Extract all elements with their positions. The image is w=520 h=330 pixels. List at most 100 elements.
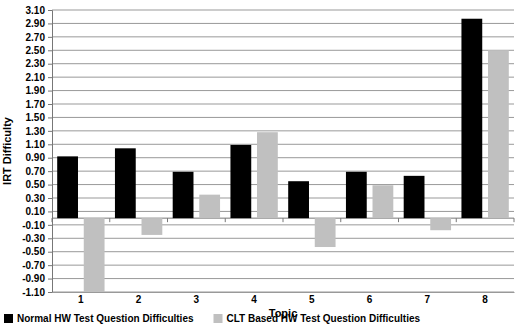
- y-tick-label: 1.90: [26, 85, 46, 96]
- y-tick-mark: [48, 131, 52, 132]
- y-tick: 2.10: [26, 72, 52, 83]
- grid: [52, 10, 514, 292]
- y-tick: 2.70: [26, 32, 52, 43]
- y-tick: 0.10: [26, 206, 52, 217]
- y-tick: 1.10: [26, 139, 52, 150]
- x-tick: 4: [251, 292, 257, 305]
- bar: [346, 172, 367, 218]
- bar: [57, 156, 78, 218]
- bar: [461, 19, 482, 218]
- y-tick-mark: [48, 171, 52, 172]
- y-tick: -1.10: [22, 287, 52, 298]
- y-tick: -0.30: [22, 233, 52, 244]
- y-tick: 0.70: [26, 166, 52, 177]
- x-tick: 6: [367, 292, 373, 305]
- bar: [488, 50, 509, 218]
- bar: [257, 132, 278, 218]
- bar: [115, 148, 136, 218]
- category-separator: [283, 218, 284, 222]
- bar: [315, 218, 336, 247]
- grid-line: [52, 63, 514, 64]
- y-tick-label: -0.50: [22, 246, 45, 257]
- y-tick: -0.90: [22, 273, 52, 284]
- x-tick-label: 8: [482, 294, 488, 305]
- grid-line: [52, 278, 514, 279]
- bar: [199, 195, 220, 219]
- bar: [373, 185, 394, 218]
- y-axis: -1.10-0.90-0.70-0.50-0.30-0.100.100.300.…: [22, 5, 52, 298]
- x-tick-label: 5: [309, 294, 315, 305]
- y-tick: 1.90: [26, 85, 52, 96]
- y-tick-label: 0.10: [26, 206, 46, 217]
- x-tick: 1: [78, 292, 84, 305]
- y-tick-mark: [48, 144, 52, 145]
- y-axis-line: [48, 11, 53, 293]
- grid-line: [52, 292, 514, 293]
- legend-label: Normal HW Test Question Difficulties: [17, 313, 194, 324]
- x-tick-label: 2: [136, 294, 142, 305]
- grid-line: [52, 23, 514, 24]
- y-tick-mark: [48, 64, 52, 65]
- y-tick: -0.70: [22, 260, 52, 271]
- y-tick-mark: [48, 117, 52, 118]
- x-tick: 5: [309, 292, 315, 305]
- bar: [288, 181, 309, 218]
- y-tick: 1.30: [26, 126, 52, 137]
- y-tick-mark: [48, 10, 52, 11]
- category-separator: [109, 218, 110, 222]
- y-tick-mark: [48, 238, 52, 239]
- y-tick-label: 0.70: [26, 166, 46, 177]
- plot-area: -1.10-0.90-0.70-0.50-0.30-0.100.100.300.…: [22, 5, 514, 305]
- y-tick-mark: [48, 37, 52, 38]
- x-tick: 3: [194, 292, 200, 305]
- y-tick-label: 1.50: [26, 112, 46, 123]
- y-tick: -0.10: [22, 220, 52, 231]
- grid-line: [52, 50, 514, 51]
- category-separator: [167, 218, 168, 222]
- y-tick-mark: [48, 225, 52, 226]
- category-separator: [514, 218, 515, 222]
- bar: [142, 218, 163, 235]
- x-axis-line: [53, 292, 515, 293]
- x-axis: 1 2 3 4 5 6 7 8: [53, 292, 515, 305]
- y-tick-mark: [48, 252, 52, 253]
- y-tick-mark: [48, 104, 52, 105]
- y-tick-mark: [48, 23, 52, 24]
- bars: [57, 19, 509, 292]
- y-tick: 3.10: [26, 5, 52, 16]
- y-tick-label: 0.50: [26, 179, 46, 190]
- y-tick: -0.50: [22, 246, 52, 257]
- legend-item: CLT Based HW Test Question Difficulties: [214, 313, 421, 324]
- bar: [84, 218, 105, 292]
- category-separator: [225, 218, 226, 222]
- y-tick-label: -0.90: [22, 273, 45, 284]
- y-tick: 2.30: [26, 58, 52, 69]
- x-tick: 8: [482, 292, 488, 305]
- y-tick-mark: [48, 279, 52, 280]
- grid-line: [52, 265, 514, 266]
- legend-item: Normal HW Test Question Difficulties: [4, 313, 194, 324]
- y-tick-label: 3.10: [26, 5, 46, 16]
- grid-line: [52, 117, 514, 118]
- x-tick-label: 3: [194, 294, 200, 305]
- legend-swatch: [4, 314, 13, 323]
- bar: [430, 218, 451, 230]
- legend-label: CLT Based HW Test Question Difficulties: [227, 313, 421, 324]
- y-tick: 0.50: [26, 179, 52, 190]
- y-tick: 2.90: [26, 18, 52, 29]
- x-tick: 7: [425, 292, 431, 305]
- grid-line: [52, 77, 514, 78]
- y-tick-label: 1.10: [26, 139, 46, 150]
- y-tick-label: -0.10: [22, 220, 45, 231]
- y-tick-label: -0.30: [22, 233, 45, 244]
- y-tick-mark: [48, 265, 52, 266]
- y-tick-label: 2.10: [26, 72, 46, 83]
- y-tick: 0.90: [26, 152, 52, 163]
- category-separator: [340, 218, 341, 222]
- y-tick-label: 2.50: [26, 45, 46, 56]
- y-tick-mark: [48, 50, 52, 51]
- legend: Normal HW Test Question Difficulties CLT …: [4, 313, 420, 324]
- series: [57, 19, 482, 218]
- grid-line: [52, 104, 514, 105]
- grid-line: [52, 36, 514, 37]
